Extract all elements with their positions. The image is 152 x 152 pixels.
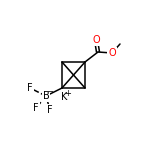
Text: +: + (65, 88, 71, 97)
Text: F: F (27, 83, 33, 93)
Text: B: B (43, 91, 49, 101)
Text: F: F (47, 105, 53, 115)
Text: −: − (47, 88, 54, 97)
Text: O: O (92, 35, 100, 45)
Text: F: F (33, 103, 39, 113)
Text: K: K (61, 92, 67, 102)
Text: O: O (108, 48, 116, 58)
